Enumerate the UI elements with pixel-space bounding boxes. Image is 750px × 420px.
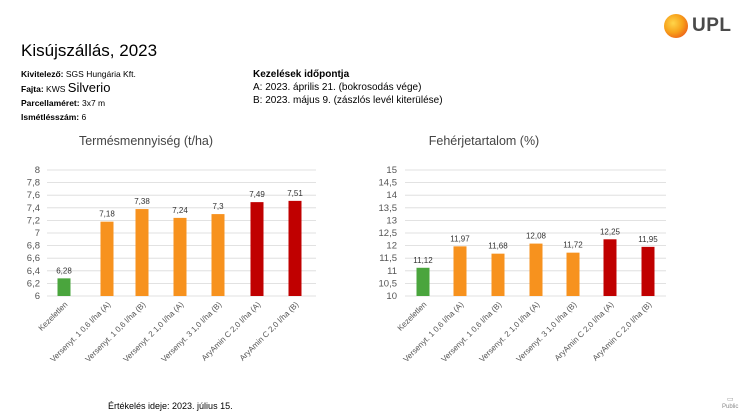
protein-y-tick-label: 10,5 [379, 278, 398, 289]
yield-y-tick-label: 7,8 [27, 178, 40, 189]
yield-chart-title: Termésmennyiség (t/ha) [79, 134, 213, 148]
yield-y-tick-label: 6,2 [27, 278, 40, 289]
protein-bar [491, 253, 505, 296]
meta-kivitelezo: Kivitelező: SGS Hungária Kft. [21, 67, 136, 81]
yield-bar [100, 221, 114, 296]
protein-y-tick-label: 15 [386, 165, 397, 176]
protein-bar [529, 243, 543, 296]
yield-category-label: Kezeletlen [37, 300, 70, 333]
protein-category-label: Versenyt. 1 0,6 l/ha (A) [402, 300, 466, 364]
trial-metadata: Kivitelező: SGS Hungária Kft. Fajta: KWS… [21, 67, 136, 124]
meta-fajta: Fajta: KWS Silverio [21, 81, 136, 96]
treatment-b: B: 2023. május 9. (zászlós levél kiterül… [253, 95, 443, 106]
protein-y-tick-label: 13,5 [379, 203, 398, 214]
yield-y-tick-label: 6 [35, 291, 40, 302]
meta-parcella: Parcellaméret: 3x7 m [21, 96, 136, 110]
meta-fajta-prefix: KWS [46, 84, 66, 94]
protein-data-label: 12,25 [600, 227, 621, 236]
yield-bar [135, 209, 149, 296]
protein-bar [453, 246, 467, 296]
yield-y-tick-label: 6,6 [27, 253, 40, 264]
yield-data-label: 7,49 [249, 190, 265, 199]
protein-category-label: Versenyt. 3 1,0 l/ha (B) [515, 300, 579, 364]
yield-data-label: 7,18 [99, 210, 115, 219]
meta-ismetles: Ismétlésszám: 6 [21, 110, 136, 124]
yield-data-label: 7,24 [172, 206, 188, 215]
treatment-heading: Kezelések időpontja [253, 69, 350, 80]
protein-y-tick-label: 10 [386, 291, 397, 302]
protein-y-tick-label: 11,5 [379, 253, 397, 264]
protein-data-label: 11,72 [563, 241, 583, 250]
yield-y-tick-label: 7 [35, 228, 40, 239]
protein-data-label: 11,68 [488, 242, 508, 251]
protein-bar [641, 246, 655, 296]
yield-y-tick-label: 6,8 [27, 241, 40, 252]
meta-ismetles-label: Ismétlésszám: [21, 112, 80, 122]
upl-logo: UPL [664, 14, 732, 38]
protein-y-tick-label: 14 [386, 190, 397, 201]
meta-kivitelezo-value: SGS Hungária Kft. [65, 69, 136, 79]
yield-bar [173, 217, 187, 296]
protein-data-label: 11,97 [450, 234, 470, 243]
meta-fajta-value: Silverio [67, 80, 111, 95]
protein-y-tick-label: 13 [386, 215, 397, 226]
page-icon: ▭ [727, 396, 734, 403]
meta-fajta-label: Fajta: [21, 84, 44, 94]
upl-logo-text: UPL [692, 15, 732, 36]
upl-logo-icon [664, 14, 688, 38]
yield-bar [57, 278, 71, 296]
yield-y-tick-label: 7,4 [27, 203, 40, 214]
yield-data-label: 7,3 [212, 202, 224, 211]
protein-category-label: Kezeletlen [396, 300, 429, 333]
yield-y-tick-label: 7,2 [27, 215, 40, 226]
protein-bar [566, 252, 580, 296]
meta-kivitelezo-label: Kivitelező: [21, 69, 64, 79]
yield-y-tick-label: 7,6 [27, 190, 40, 201]
protein-chart-title: Fehérjetartalom (%) [429, 134, 539, 148]
treatment-a: A: 2023. április 21. (bokrosodás vége) [253, 82, 422, 93]
yield-data-label: 7,38 [134, 197, 150, 206]
treatment-dates: Kezelések időpontja A: 2023. április 21.… [253, 68, 443, 107]
yield-data-label: 7,51 [287, 189, 303, 198]
yield-category-label: Versenyt. 1 0,6 l/ha (B) [84, 300, 148, 364]
yield-bar [211, 214, 225, 296]
protein-data-label: 12,08 [526, 232, 547, 241]
yield-data-label: 6,28 [56, 266, 72, 275]
page-title: Kisújszállás, 2023 [21, 41, 158, 60]
protein-y-tick-label: 12,5 [379, 228, 398, 239]
classification-label: Public [722, 404, 739, 410]
evaluation-date: Értékelés ideje: 2023. július 15. [108, 401, 233, 411]
protein-y-tick-label: 14,5 [379, 178, 398, 189]
protein-data-label: 11,95 [638, 235, 658, 244]
protein-data-label: 11,12 [413, 256, 433, 265]
meta-parcella-label: Parcellaméret: [21, 98, 80, 108]
yield-bar [288, 200, 302, 296]
protein-bar [603, 239, 617, 296]
yield-bar [250, 202, 264, 296]
protein-y-tick-label: 12 [386, 241, 397, 252]
yield-y-tick-label: 8 [35, 165, 40, 176]
protein-bar [416, 267, 430, 296]
meta-parcella-value: 3x7 m [81, 98, 106, 108]
protein-y-tick-label: 11 [387, 266, 397, 277]
yield-y-tick-label: 6,4 [27, 266, 40, 277]
meta-ismetles-value: 6 [81, 112, 87, 122]
